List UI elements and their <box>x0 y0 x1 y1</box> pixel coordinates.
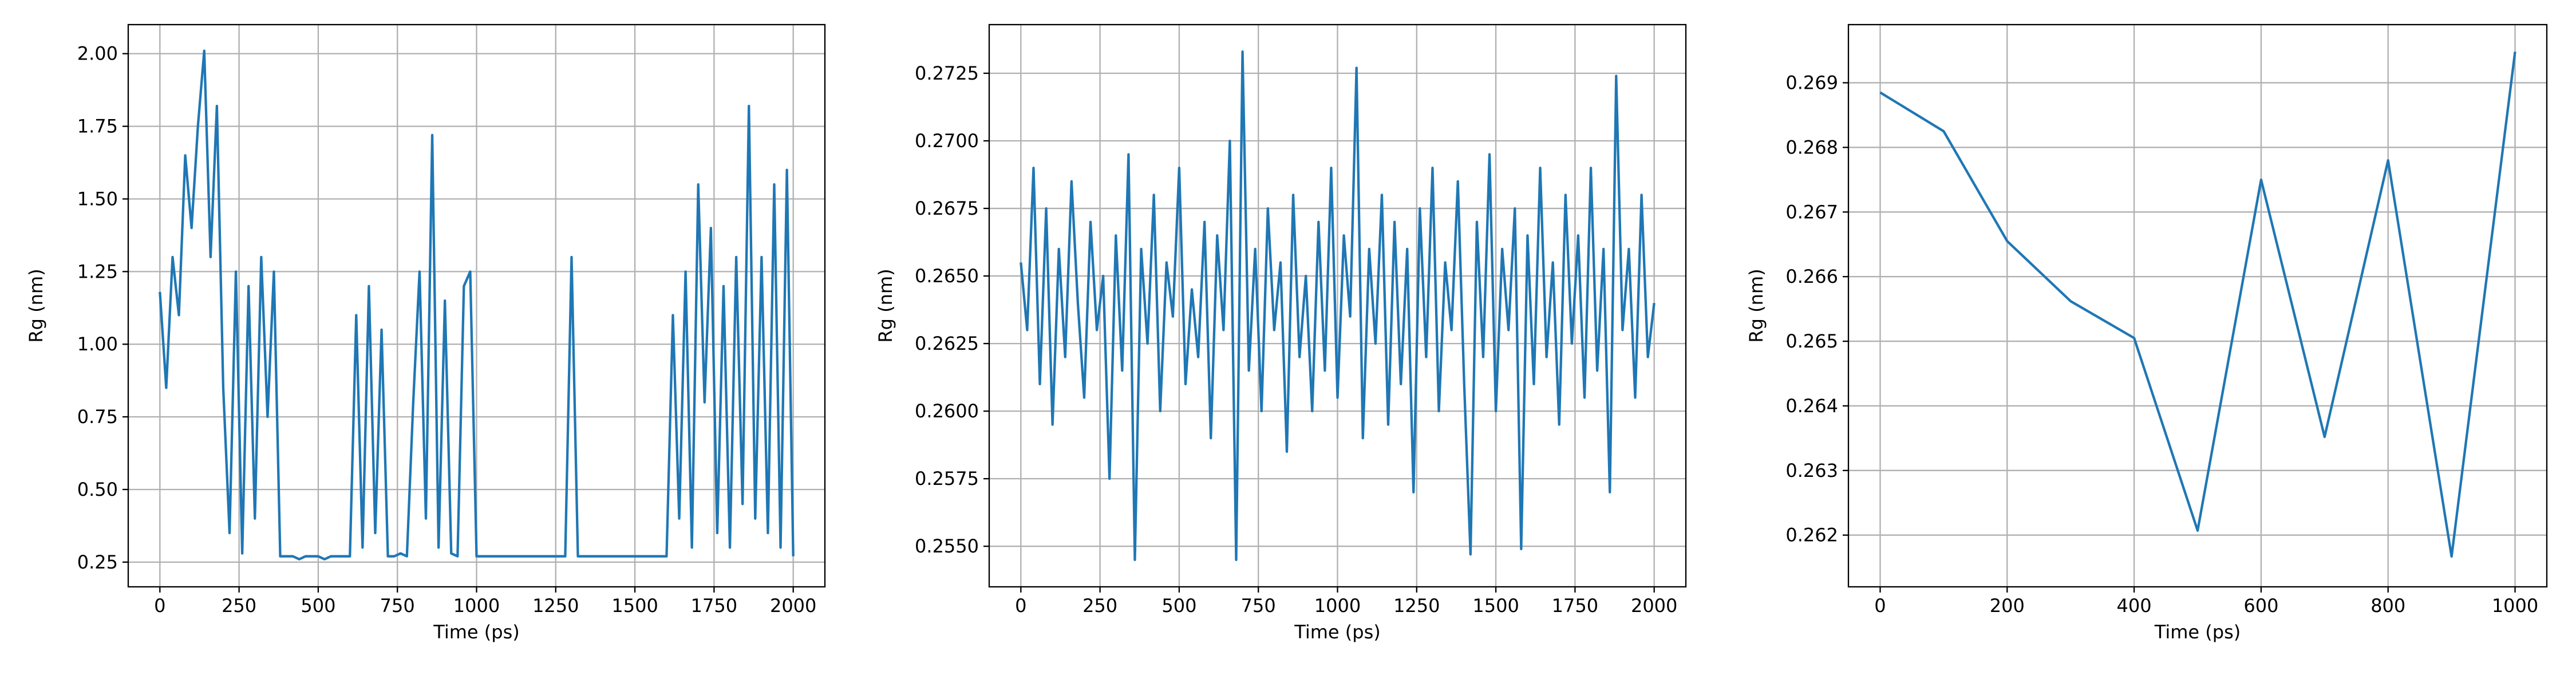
axes-frame <box>127 23 826 588</box>
y-tick-label: 0.2650 <box>915 265 979 287</box>
y-tick-label: 0.265 <box>1785 330 1838 352</box>
x-tick-label: 2000 <box>770 595 816 617</box>
y-tick-label: 1.75 <box>77 116 118 137</box>
y-tick-label: 0.263 <box>1785 460 1838 481</box>
y-tick-label: 0.2550 <box>915 535 979 557</box>
y-tick-label: 0.268 <box>1785 136 1838 158</box>
x-tick-label: 200 <box>1990 595 2025 617</box>
y-axis-label: Rg (nm) <box>875 269 896 342</box>
x-tick-label: 1250 <box>1393 595 1440 617</box>
y-tick-label: 0.50 <box>77 479 118 500</box>
data-line <box>1879 52 2516 558</box>
axes-frame <box>1847 23 2548 588</box>
x-tick-label: 250 <box>1082 595 1117 617</box>
x-tick-label: 1000 <box>2492 595 2538 617</box>
x-tick-label: 750 <box>1241 595 1276 617</box>
x-tick-label: 500 <box>1161 595 1196 617</box>
y-tick-label: 1.50 <box>77 188 118 210</box>
x-axis-label: Time (ps) <box>2154 621 2241 643</box>
x-tick-label: 750 <box>380 595 415 617</box>
y-tick-label: 0.2625 <box>915 333 979 354</box>
y-tick-label: 1.00 <box>77 333 118 355</box>
x-tick-label: 0 <box>1015 595 1026 617</box>
x-tick-label: 1750 <box>691 595 737 617</box>
x-tick-label: 400 <box>2117 595 2152 617</box>
x-tick-label: 250 <box>222 595 256 617</box>
x-axis-label: Time (ps) <box>433 621 519 643</box>
y-tick-label: 0.267 <box>1785 201 1838 223</box>
y-axis-label: Rg (nm) <box>1745 269 1767 342</box>
y-tick-label: 0.269 <box>1785 72 1838 94</box>
y-tick-label: 1.25 <box>77 260 118 282</box>
y-tick-label: 2.00 <box>77 43 118 65</box>
y-tick-label: 0.2725 <box>915 62 979 84</box>
y-tick-label: 0.25 <box>77 551 118 573</box>
y-tick-label: 0.2600 <box>915 400 979 422</box>
y-tick-label: 0.266 <box>1785 266 1838 287</box>
x-tick-label: 0 <box>154 595 165 617</box>
y-tick-label: 0.2675 <box>915 198 979 219</box>
x-tick-label: 1000 <box>453 595 500 617</box>
x-tick-label: 1250 <box>532 595 579 617</box>
x-tick-label: 800 <box>2370 595 2405 617</box>
x-tick-label: 2000 <box>1631 595 1677 617</box>
data-line <box>1020 50 1656 561</box>
y-tick-label: 0.75 <box>77 406 118 428</box>
x-tick-label: 600 <box>2243 595 2278 617</box>
x-tick-label: 1500 <box>611 595 658 617</box>
data-line <box>159 49 795 560</box>
y-axis-label: Rg (nm) <box>25 269 47 342</box>
x-tick-label: 0 <box>1874 595 1886 617</box>
axes-frame <box>988 23 1687 588</box>
x-axis-label: Time (ps) <box>1294 621 1380 643</box>
x-tick-label: 1000 <box>1314 595 1361 617</box>
y-tick-label: 0.262 <box>1785 524 1838 546</box>
y-tick-label: 0.2700 <box>915 130 979 152</box>
x-tick-label: 1500 <box>1472 595 1519 617</box>
x-tick-label: 1750 <box>1552 595 1598 617</box>
y-tick-label: 0.2575 <box>915 468 979 489</box>
x-tick-label: 500 <box>301 595 335 617</box>
y-tick-label: 0.264 <box>1785 395 1838 417</box>
